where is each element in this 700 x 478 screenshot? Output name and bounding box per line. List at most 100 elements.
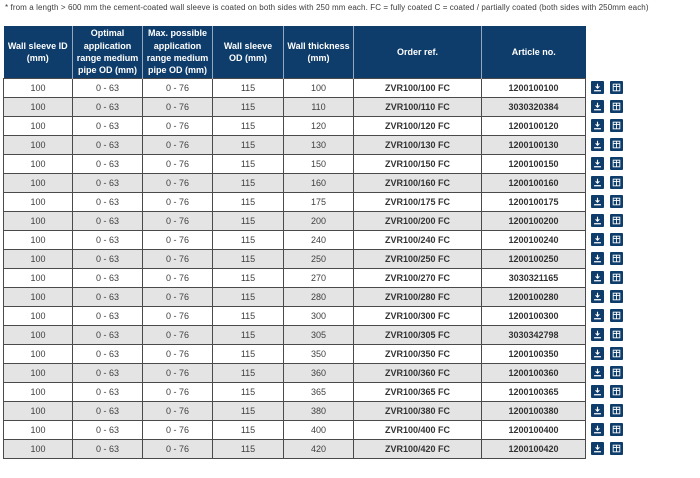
cell-wall-thickness: 270 bbox=[283, 267, 354, 288]
table-button[interactable] bbox=[609, 404, 623, 417]
download-button[interactable] bbox=[591, 176, 604, 189]
download-button[interactable] bbox=[591, 309, 604, 322]
table-button[interactable] bbox=[609, 176, 623, 189]
cell-max-range: 0 - 76 bbox=[142, 362, 213, 383]
cell-max-range: 0 - 76 bbox=[142, 400, 213, 421]
cell-wall-sleeve-id: 100 bbox=[3, 191, 73, 212]
cell-wall-thickness: 110 bbox=[283, 96, 354, 117]
col-header-optimal-range: Optimal application range medium pipe OD… bbox=[72, 26, 143, 78]
cell-optimal-range: 0 - 63 bbox=[72, 77, 143, 98]
cell-actions bbox=[585, 211, 700, 230]
table-row: 100 0 - 63 0 - 76 115 150 ZVR100/150 FC … bbox=[3, 153, 700, 174]
table-button[interactable] bbox=[609, 442, 623, 455]
download-icon bbox=[594, 235, 601, 244]
product-table: Wall sleeve ID (mm) Optimal application … bbox=[3, 26, 700, 459]
download-button[interactable] bbox=[591, 366, 604, 379]
download-button[interactable] bbox=[591, 290, 604, 303]
cell-optimal-range: 0 - 63 bbox=[72, 172, 143, 193]
table-button[interactable] bbox=[609, 214, 623, 227]
table-button[interactable] bbox=[609, 347, 623, 360]
cell-article-no: 3030321165 bbox=[481, 267, 586, 288]
table-button[interactable] bbox=[609, 366, 623, 379]
cell-actions bbox=[585, 382, 700, 401]
table-row: 100 0 - 63 0 - 76 115 420 ZVR100/420 FC … bbox=[3, 438, 700, 459]
download-button[interactable] bbox=[591, 271, 604, 284]
table-row: 100 0 - 63 0 - 76 115 250 ZVR100/250 FC … bbox=[3, 248, 700, 269]
cell-order-ref: ZVR100/240 FC bbox=[353, 229, 482, 250]
cell-actions bbox=[585, 268, 700, 287]
table-button[interactable] bbox=[609, 252, 623, 265]
cell-actions bbox=[585, 325, 700, 344]
download-icon bbox=[594, 197, 601, 206]
cell-optimal-range: 0 - 63 bbox=[72, 305, 143, 326]
table-button[interactable] bbox=[609, 309, 623, 322]
download-button[interactable] bbox=[591, 100, 604, 113]
download-button[interactable] bbox=[591, 119, 604, 132]
cell-actions bbox=[585, 287, 700, 306]
download-button[interactable] bbox=[591, 385, 604, 398]
cell-order-ref: ZVR100/100 FC bbox=[353, 77, 482, 98]
table-button[interactable] bbox=[609, 233, 623, 246]
cell-optimal-range: 0 - 63 bbox=[72, 191, 143, 212]
download-button[interactable] bbox=[591, 423, 604, 436]
table-button[interactable] bbox=[609, 423, 623, 436]
download-button[interactable] bbox=[591, 328, 604, 341]
footnote: * from a length > 600 mm the cement-coat… bbox=[5, 3, 649, 12]
cell-actions bbox=[585, 135, 700, 154]
download-icon bbox=[594, 254, 601, 263]
table-icon bbox=[612, 83, 620, 92]
table-button[interactable] bbox=[609, 290, 623, 303]
table-button[interactable] bbox=[609, 385, 623, 398]
table-icon bbox=[612, 159, 620, 168]
download-icon bbox=[594, 273, 601, 282]
download-button[interactable] bbox=[591, 157, 604, 170]
download-button[interactable] bbox=[591, 252, 604, 265]
cell-wall-thickness: 420 bbox=[283, 438, 354, 459]
cell-article-no: 1200100150 bbox=[481, 153, 586, 174]
download-button[interactable] bbox=[591, 138, 604, 151]
table-button[interactable] bbox=[609, 100, 623, 113]
cell-max-range: 0 - 76 bbox=[142, 248, 213, 269]
download-button[interactable] bbox=[591, 347, 604, 360]
cell-wall-sleeve-id: 100 bbox=[3, 400, 73, 421]
table-button[interactable] bbox=[609, 328, 623, 341]
table-row: 100 0 - 63 0 - 76 115 110 ZVR100/110 FC … bbox=[3, 96, 700, 117]
cell-order-ref: ZVR100/150 FC bbox=[353, 153, 482, 174]
cell-wall-sleeve-id: 100 bbox=[3, 153, 73, 174]
download-icon bbox=[594, 83, 601, 92]
cell-max-range: 0 - 76 bbox=[142, 172, 213, 193]
cell-max-range: 0 - 76 bbox=[142, 419, 213, 440]
table-button[interactable] bbox=[609, 271, 623, 284]
cell-wall-thickness: 130 bbox=[283, 134, 354, 155]
download-button[interactable] bbox=[591, 233, 604, 246]
download-button[interactable] bbox=[591, 214, 604, 227]
download-button[interactable] bbox=[591, 404, 604, 417]
cell-wall-sleeve-od: 115 bbox=[212, 324, 284, 345]
table-button[interactable] bbox=[609, 157, 623, 170]
cell-optimal-range: 0 - 63 bbox=[72, 362, 143, 383]
table-icon bbox=[612, 197, 620, 206]
download-icon bbox=[594, 387, 601, 396]
cell-optimal-range: 0 - 63 bbox=[72, 438, 143, 459]
table-button[interactable] bbox=[609, 138, 623, 151]
cell-max-range: 0 - 76 bbox=[142, 305, 213, 326]
cell-actions bbox=[585, 363, 700, 382]
download-button[interactable] bbox=[591, 442, 604, 455]
cell-article-no: 1200100360 bbox=[481, 362, 586, 383]
cell-order-ref: ZVR100/420 FC bbox=[353, 438, 482, 459]
table-row: 100 0 - 63 0 - 76 115 300 ZVR100/300 FC … bbox=[3, 305, 700, 326]
table-button[interactable] bbox=[609, 119, 623, 132]
table-row: 100 0 - 63 0 - 76 115 305 ZVR100/305 FC … bbox=[3, 324, 700, 345]
cell-wall-thickness: 365 bbox=[283, 381, 354, 402]
cell-wall-thickness: 305 bbox=[283, 324, 354, 345]
download-button[interactable] bbox=[591, 195, 604, 208]
table-button[interactable] bbox=[609, 195, 623, 208]
table-button[interactable] bbox=[609, 81, 623, 94]
cell-article-no: 1200100250 bbox=[481, 248, 586, 269]
cell-optimal-range: 0 - 63 bbox=[72, 134, 143, 155]
cell-optimal-range: 0 - 63 bbox=[72, 381, 143, 402]
cell-order-ref: ZVR100/360 FC bbox=[353, 362, 482, 383]
cell-article-no: 3030320384 bbox=[481, 96, 586, 117]
cell-wall-sleeve-od: 115 bbox=[212, 153, 284, 174]
download-button[interactable] bbox=[591, 81, 604, 94]
